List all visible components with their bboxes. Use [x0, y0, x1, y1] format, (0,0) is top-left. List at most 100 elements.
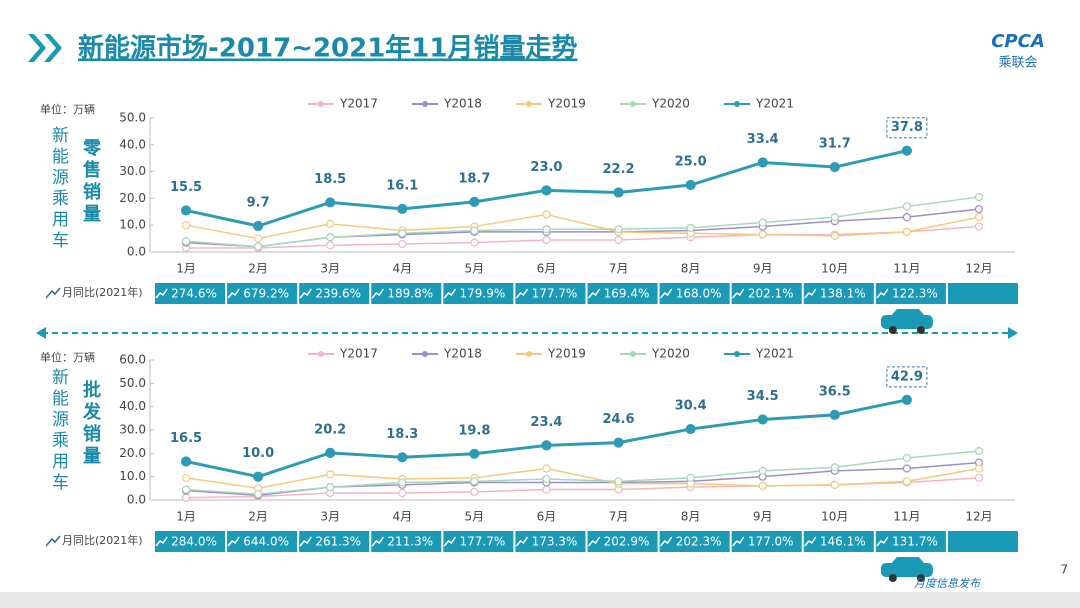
yoy-label: 月同比(2021年): [62, 285, 143, 299]
car-wheel: [888, 574, 897, 582]
data-point: [398, 229, 407, 238]
data-point: [974, 205, 984, 214]
data-label: 15.5: [170, 180, 202, 195]
legend-label: Y2020: [651, 97, 690, 111]
trend-icon: [660, 288, 673, 299]
trend-icon: [515, 288, 529, 299]
data-point: [326, 241, 335, 250]
data-label: 16.5: [170, 431, 202, 446]
legend-marker: [422, 351, 428, 357]
data-point: [180, 456, 192, 467]
x-tick-label: 3月: [320, 262, 340, 276]
legend-label: Y2021: [755, 347, 794, 361]
yoy-value: 177.0%: [748, 535, 794, 549]
yoy-value: 177.7%: [459, 535, 505, 549]
data-point: [830, 213, 839, 222]
legend-marker: [734, 101, 740, 107]
yoy-value: 679.2%: [243, 287, 289, 301]
yoy-cell: [227, 531, 298, 552]
trend-icon: [732, 288, 745, 299]
footer-bar: [0, 592, 1080, 608]
yoy-cell: [587, 531, 658, 552]
data-label: 33.4: [747, 132, 779, 147]
yoy-value: 122.3%: [892, 287, 938, 301]
data-point: [613, 187, 624, 198]
data-point: [902, 453, 911, 463]
yoy-cell: [659, 283, 730, 304]
x-tick-label: 2月: [248, 510, 268, 524]
legend-marker: [630, 351, 636, 357]
x-tick-label: 1月: [176, 262, 196, 276]
data-point: [325, 197, 336, 208]
yoy-cell: [299, 283, 370, 304]
chart-title: 零售销量: [80, 138, 102, 226]
side-label: 新能源乘用车: [48, 126, 69, 252]
data-point: [542, 210, 551, 219]
yoy-value: 202.1%: [748, 287, 794, 301]
yoy-value: 284.0%: [171, 535, 217, 549]
data-point: [686, 473, 695, 482]
series-line: [185, 213, 980, 240]
data-point: [469, 448, 480, 459]
yoy-cell: [299, 531, 370, 552]
data-point: [181, 473, 191, 482]
data-point: [181, 485, 191, 494]
logo-sub: 乘联会: [998, 56, 1037, 71]
y-tick-label: 60.0: [119, 353, 146, 367]
y-tick-label: 0.0: [127, 245, 146, 259]
data-point: [758, 230, 767, 239]
yoy-cell: [731, 283, 802, 304]
data-point: [398, 239, 407, 249]
data-label: 18.3: [386, 427, 418, 442]
data-label: 18.5: [314, 172, 346, 187]
data-point: [614, 225, 623, 234]
data-point: [974, 464, 984, 473]
yoy-cell: [803, 283, 874, 304]
data-point: [253, 220, 264, 232]
data-label: 24.6: [603, 412, 635, 427]
yoy-value: 173.3%: [532, 535, 578, 549]
trend-icon: [660, 536, 673, 547]
trend-icon: [804, 288, 817, 299]
trend-icon: [804, 536, 817, 547]
y-tick-label: 10.0: [119, 469, 146, 483]
yoy-value: 177.7%: [532, 287, 578, 301]
x-tick-label: 5月: [465, 262, 485, 276]
x-tick-label: 7月: [609, 510, 629, 524]
yoy-cell: [947, 283, 1018, 304]
data-label: 31.7: [819, 137, 851, 152]
data-point: [901, 394, 912, 405]
x-tick-label: 11月: [893, 262, 920, 276]
trend-icon: [299, 536, 312, 547]
yoy-value: 168.0%: [676, 287, 722, 301]
page-number: 7: [1060, 563, 1068, 577]
data-point: [686, 223, 695, 232]
yoy-cell: [731, 531, 802, 552]
data-label: 37.8: [891, 120, 923, 135]
legend-marker: [318, 351, 324, 357]
data-point: [542, 485, 551, 494]
data-point: [253, 471, 264, 482]
x-tick-label: 9月: [753, 510, 773, 524]
side-label: 新能源乘用车: [48, 368, 69, 494]
data-point: [542, 225, 551, 234]
legend-label: Y2017: [339, 347, 378, 361]
yoy-cell: [443, 531, 514, 552]
yoy-value: 644.0%: [243, 535, 289, 549]
y-tick-label: 40.0: [119, 137, 146, 151]
data-point: [470, 238, 479, 247]
yoy-value: 169.4%: [604, 287, 650, 301]
data-point: [326, 470, 335, 479]
data-point: [398, 488, 407, 498]
trend-icon: [45, 287, 61, 299]
x-tick-label: 6月: [537, 510, 557, 524]
yoy-cell: [515, 531, 586, 552]
data-point: [974, 192, 984, 202]
data-point: [180, 205, 192, 216]
data-point: [614, 477, 623, 486]
car-icon: [880, 315, 933, 329]
yoy-cell: [803, 531, 874, 552]
legend-label: Y2018: [443, 97, 482, 111]
trend-icon: [732, 536, 745, 547]
